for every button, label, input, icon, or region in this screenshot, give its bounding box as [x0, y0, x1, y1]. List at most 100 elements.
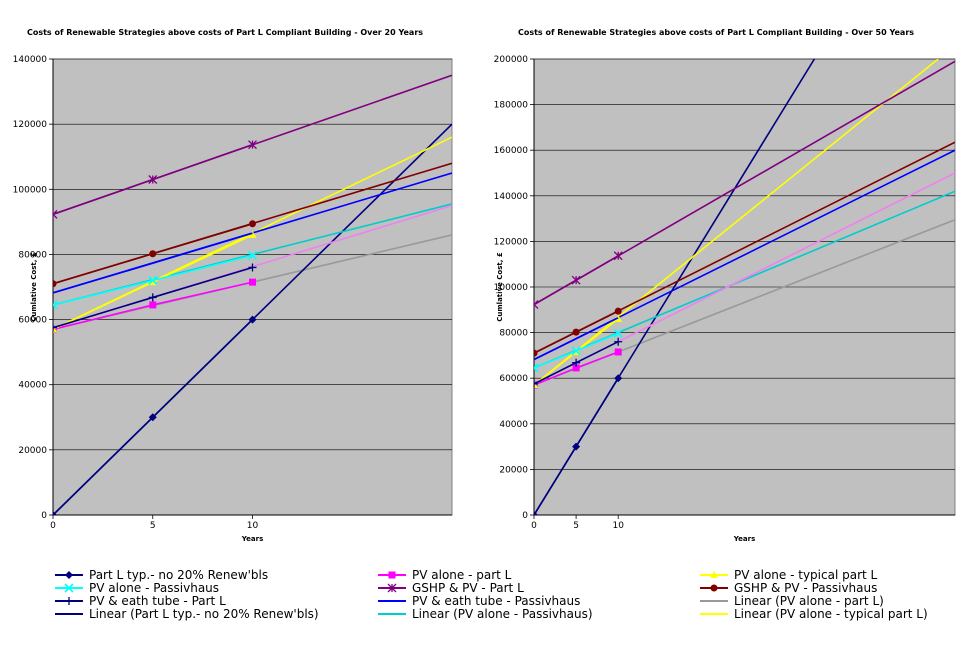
data-point: [148, 413, 157, 422]
legend-marker: [65, 597, 73, 605]
y-tick-label: 160000: [494, 146, 529, 156]
data-point: [534, 363, 539, 373]
legend-item: PV & eath tube - Part L: [55, 594, 226, 608]
legend-marker: [387, 583, 397, 593]
legend-marker: [710, 584, 718, 592]
legend-item: Linear (PV alone - part L): [700, 594, 884, 608]
data-point: [149, 250, 157, 258]
legend-label: Linear (PV alone - Passivhaus): [412, 607, 593, 621]
series-line: [534, 317, 619, 361]
y-tick-label: 180000: [494, 101, 529, 111]
legend-marker: [710, 571, 718, 578]
data-point: [534, 379, 538, 388]
data-point: [53, 323, 57, 332]
legend-item: PV & eath tube - Passivhaus: [378, 594, 580, 608]
data-point: [148, 275, 158, 286]
chart-1: Costs of Renewable Strategies above cost…: [13, 28, 453, 543]
y-tick-label: 60000: [499, 374, 528, 384]
data-point: [534, 300, 539, 310]
y-tick-label: 80000: [499, 329, 528, 339]
legend-item: GSHP & PV - Part L: [378, 581, 524, 595]
legend-marker: [388, 571, 396, 579]
legend-item: GSHP & PV - Passivhaus: [700, 581, 877, 595]
x-tick-label: 5: [573, 521, 579, 531]
x-tick-label: 10: [612, 521, 624, 531]
y-tick-label: 140000: [494, 192, 529, 202]
chart-title: Costs of Renewable Strategies above cost…: [27, 28, 423, 37]
x-tick-label: 0: [531, 521, 537, 531]
data-point: [249, 278, 256, 286]
plot-content: [534, 59, 955, 515]
data-point: [53, 300, 58, 310]
y-tick-label: 120000: [494, 237, 529, 247]
data-point: [53, 209, 58, 219]
legend: Part L typ.- no 20% Renew'bls PV alone - …: [55, 568, 928, 621]
data-point: [53, 511, 57, 515]
legend-label: Linear (PV alone - typical part L): [734, 607, 928, 621]
data-point: [53, 280, 57, 288]
y-tick-label: 120000: [13, 120, 48, 130]
data-point: [247, 250, 258, 260]
data-point: [614, 374, 623, 383]
data-point: [148, 293, 157, 302]
x-tick-label: 0: [50, 521, 56, 531]
y-tick-label: 80000: [18, 250, 47, 260]
legend-item: Part L typ.- no 20% Renew'bls: [55, 568, 268, 582]
legend-label: PV alone - typical part L: [734, 568, 878, 582]
legend-label: Linear (PV alone - part L): [734, 594, 884, 608]
legend-label: PV & eath tube - Part L: [89, 594, 226, 608]
y-tick-label: 140000: [13, 55, 48, 65]
y-axis-label: Cumlative Cost, £: [496, 252, 504, 322]
data-point: [614, 337, 623, 346]
legend-label: GSHP & PV - Passivhaus: [734, 581, 877, 595]
data-point: [571, 346, 581, 356]
legend-item: PV alone - part L: [378, 568, 512, 582]
data-point: [572, 364, 580, 372]
y-tick-label: 100000: [494, 283, 529, 293]
data-point: [248, 230, 257, 238]
y-tick-label: 20000: [18, 446, 47, 456]
legend-item: Linear (Part L typ.- no 20% Renew'bls): [55, 607, 319, 621]
series-line: [53, 232, 253, 294]
legend-label: Part L typ.- no 20% Renew'bls: [89, 568, 268, 582]
x-axis-label: Years: [241, 535, 264, 543]
y-tick-label: 100000: [13, 185, 48, 195]
legend-item: Linear (PV alone - typical part L): [700, 607, 928, 621]
data-point: [614, 348, 622, 356]
data-point: [572, 442, 581, 451]
data-point: [248, 140, 257, 150]
legend-label: GSHP & PV - Part L: [412, 581, 524, 595]
legend-label: Linear (Part L typ.- no 20% Renew'bls): [89, 607, 319, 621]
legend-item: PV alone - Passivhaus: [55, 581, 219, 595]
data-point: [571, 275, 581, 285]
y-tick-label: 40000: [499, 420, 528, 430]
data-point: [249, 220, 256, 228]
data-point: [534, 511, 538, 515]
data-point: [248, 315, 257, 324]
data-point: [614, 307, 622, 315]
x-tick-label: 5: [150, 521, 156, 531]
y-tick-label: 0: [522, 511, 528, 521]
legend-label: PV & eath tube - Passivhaus: [412, 594, 580, 608]
y-tick-label: 0: [41, 511, 47, 521]
data-point: [534, 349, 538, 357]
plot-content: [53, 74, 452, 515]
chart-2: Costs of Renewable Strategies above cost…: [494, 28, 956, 543]
data-point: [613, 251, 623, 261]
legend-marker: [64, 583, 74, 593]
trendline: [534, 59, 939, 386]
x-axis-label: Years: [733, 535, 756, 543]
data-point: [149, 301, 157, 309]
y-tick-label: 200000: [494, 55, 529, 65]
data-point: [572, 328, 580, 336]
data-point: [248, 263, 257, 272]
y-tick-label: 40000: [18, 381, 47, 391]
legend-item: Linear (PV alone - Passivhaus): [378, 607, 593, 621]
data-point: [148, 175, 158, 184]
data-point: [572, 358, 581, 367]
y-tick-label: 60000: [18, 316, 47, 326]
legend-item: PV alone - typical part L: [700, 568, 878, 582]
y-axis-label: Cumlative Cost, £: [30, 252, 38, 322]
legend-marker: [65, 571, 73, 579]
